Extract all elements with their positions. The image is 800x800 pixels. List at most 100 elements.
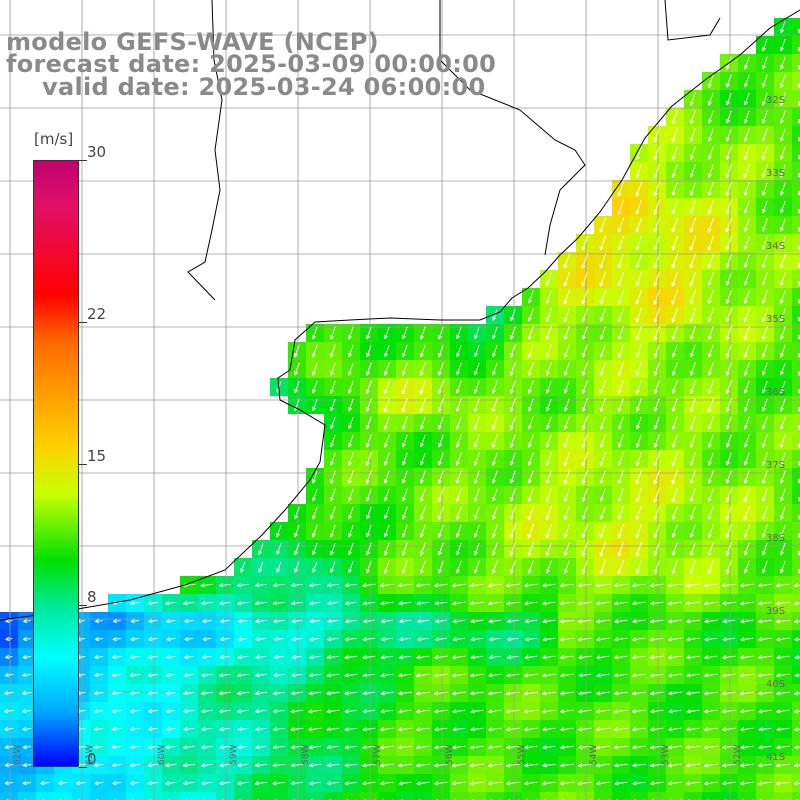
latitude-label: 40S [766, 679, 785, 690]
wind-arrow [545, 434, 552, 448]
wind-arrow [327, 763, 339, 768]
wind-arrow [345, 601, 357, 606]
wind-arrow [595, 727, 611, 732]
wind-arrow [632, 763, 646, 768]
wind-arrow [739, 691, 754, 696]
wind-arrow [455, 434, 462, 448]
wind-arrow [635, 146, 642, 161]
wind-arrow [4, 744, 14, 750]
wind-arrow [560, 763, 574, 768]
wind-arrow [380, 583, 394, 588]
wind-arrow [112, 780, 122, 786]
wind-speed-cell [360, 792, 378, 800]
wind-speed-cell [630, 792, 648, 800]
wind-arrow [362, 637, 375, 642]
wind-arrow [671, 434, 678, 448]
wind-arrow [166, 619, 176, 624]
wind-arrow [653, 416, 660, 430]
wind-arrow [707, 488, 714, 502]
wind-arrow [635, 199, 643, 215]
wind-arrow [776, 709, 790, 714]
wind-arrow [599, 362, 606, 377]
wind-speed-cell [180, 792, 198, 800]
wind-arrow [293, 524, 300, 538]
wind-arrow [452, 691, 466, 696]
wind-arrow [416, 745, 430, 750]
wind-arrow [312, 561, 318, 573]
wind-arrow [794, 637, 800, 642]
wind-arrow [614, 637, 628, 642]
wind-arrow [276, 525, 282, 538]
wind-speed-cell [792, 90, 800, 108]
wind-arrow [294, 381, 300, 394]
wind-arrow [40, 780, 50, 786]
wind-arrow [671, 416, 678, 430]
wind-arrow [617, 523, 625, 539]
wind-arrow [455, 488, 462, 503]
wind-arrow [707, 344, 714, 358]
wind-speed-cell [270, 792, 288, 800]
wind-arrow [689, 289, 696, 305]
wind-arrow [237, 655, 249, 660]
wind-speed-cell [792, 558, 800, 576]
wind-arrow [650, 601, 664, 606]
wind-arrow [671, 217, 678, 233]
wind-arrow [545, 380, 552, 394]
wind-arrow [599, 253, 607, 269]
wind-arrow [689, 559, 696, 575]
wind-arrow [506, 727, 520, 732]
latitude-label: 41S [766, 752, 785, 763]
wind-arrow [761, 128, 768, 142]
wind-arrow [707, 92, 714, 106]
wind-arrow [793, 601, 800, 606]
wind-speed-cell [594, 792, 612, 800]
wind-arrow [380, 709, 394, 714]
wind-arrow [491, 488, 498, 502]
wind-arrow [761, 254, 768, 268]
wind-arrow [794, 655, 800, 660]
wind-arrow [219, 673, 231, 678]
wind-arrow [399, 637, 411, 642]
longitude-label: 56W [445, 745, 455, 765]
wind-arrow [184, 655, 194, 660]
wind-arrow [614, 601, 628, 606]
wind-speed-cell [72, 792, 90, 800]
wind-arrow [743, 200, 750, 214]
wind-arrow [725, 380, 732, 394]
wind-arrow [635, 487, 642, 503]
wind-arrow [419, 542, 426, 556]
wind-arrow [419, 416, 426, 430]
wind-arrow [401, 379, 409, 395]
wind-arrow [617, 488, 624, 503]
wind-arrow [779, 542, 786, 556]
wind-arrow [327, 637, 339, 642]
wind-arrow [383, 362, 390, 376]
wind-arrow [578, 637, 592, 642]
wind-arrow [761, 398, 768, 412]
wind-arrow [258, 543, 264, 555]
wind-speed-cell [90, 792, 108, 800]
wind-arrow [671, 451, 678, 467]
wind-arrow [452, 619, 466, 624]
wind-arrow [599, 523, 606, 539]
latitude-label: 36S [766, 387, 785, 398]
wind-arrow [613, 727, 629, 732]
wind-arrow [397, 745, 412, 750]
wind-arrow [668, 763, 682, 768]
wind-arrow [797, 532, 800, 538]
wind-arrow [740, 763, 754, 768]
wind-speed-cell [306, 792, 324, 800]
wind-arrow [722, 655, 736, 660]
wind-arrow [613, 583, 628, 588]
wind-arrow [473, 542, 480, 556]
wind-arrow [722, 781, 736, 786]
wind-arrow [581, 416, 588, 430]
wind-arrow [743, 325, 750, 341]
wind-arrow [581, 433, 588, 449]
wind-arrow [507, 637, 519, 642]
wind-arrow [237, 583, 249, 588]
wind-arrow [344, 637, 357, 642]
wind-arrow [94, 780, 104, 786]
wind-arrow [488, 709, 502, 714]
